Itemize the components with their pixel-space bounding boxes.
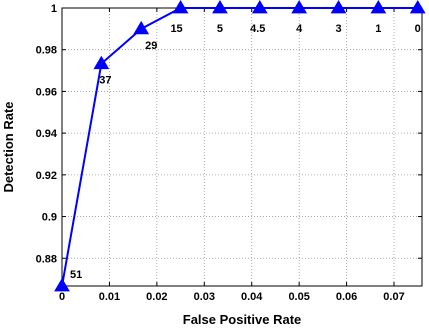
point-label: 51 [70, 269, 82, 281]
data-point-marker [330, 0, 347, 14]
x-tick-label: 0.02 [146, 291, 167, 303]
point-label: 15 [170, 23, 182, 35]
x-tick-label: 0 [59, 291, 65, 303]
y-tick-label: 0.98 [36, 45, 57, 57]
data-point-marker [370, 0, 387, 14]
data-point-marker [251, 0, 268, 14]
point-label: 37 [99, 75, 111, 87]
data-point-marker [54, 278, 70, 292]
data-point-marker [93, 55, 110, 70]
x-tick-label: 0.03 [194, 291, 215, 303]
data-point-marker [172, 0, 189, 14]
plot-background [62, 8, 422, 286]
y-tick-label: 0.96 [36, 86, 57, 98]
data-point-marker [409, 0, 426, 14]
y-tick-label: 0.94 [36, 128, 58, 140]
data-point-marker [133, 20, 150, 35]
series-line [61, 7, 418, 287]
data-point-marker [212, 0, 228, 14]
x-tick-label: 0.01 [99, 291, 120, 303]
data-point-marker [291, 0, 308, 14]
point-label: 3 [335, 23, 341, 35]
y-tick-label: 1 [51, 3, 57, 15]
x-tick-label: 0.05 [288, 291, 309, 303]
x-tick-label: 0.07 [383, 291, 404, 303]
x-axis-title: False Positive Rate [183, 312, 302, 327]
series: 51 37 29 15 5 4.5 4 3 1 0 [54, 0, 426, 292]
x-tick-label: 0.04 [241, 291, 263, 303]
axis-ticks: 0 0.01 0.02 0.03 0.04 0.05 0.06 0.07 0.88 0.9 0.92… [36, 3, 422, 303]
x-tick-label: 0.06 [336, 291, 357, 303]
point-label: 4 [296, 23, 303, 35]
point-label: 0 [415, 23, 421, 35]
grid [62, 8, 422, 286]
y-tick-label: 0.88 [36, 253, 57, 265]
point-label: 1 [375, 23, 381, 35]
point-label: 5 [217, 23, 223, 35]
y-tick-label: 0.9 [42, 212, 57, 224]
y-tick-label: 0.92 [36, 170, 57, 182]
point-label: 4.5 [250, 23, 265, 35]
point-label: 29 [145, 40, 157, 52]
y-axis-title: Detection Rate [1, 101, 16, 192]
